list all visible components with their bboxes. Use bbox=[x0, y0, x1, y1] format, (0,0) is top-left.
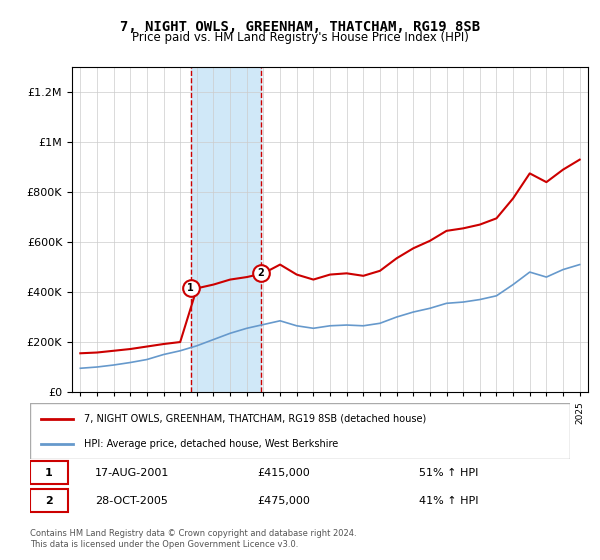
FancyBboxPatch shape bbox=[30, 489, 68, 512]
Text: 7, NIGHT OWLS, GREENHAM, THATCHAM, RG19 8SB (detached house): 7, NIGHT OWLS, GREENHAM, THATCHAM, RG19 … bbox=[84, 414, 426, 424]
Text: HPI: Average price, detached house, West Berkshire: HPI: Average price, detached house, West… bbox=[84, 438, 338, 449]
Text: 17-AUG-2001: 17-AUG-2001 bbox=[95, 468, 169, 478]
Text: 2: 2 bbox=[45, 496, 53, 506]
Text: 28-OCT-2005: 28-OCT-2005 bbox=[95, 496, 167, 506]
Text: 1: 1 bbox=[187, 283, 194, 293]
Text: 41% ↑ HPI: 41% ↑ HPI bbox=[419, 496, 478, 506]
Text: 7, NIGHT OWLS, GREENHAM, THATCHAM, RG19 8SB: 7, NIGHT OWLS, GREENHAM, THATCHAM, RG19 … bbox=[120, 20, 480, 34]
Bar bbox=[191, 67, 260, 392]
Text: Contains HM Land Registry data © Crown copyright and database right 2024.
This d: Contains HM Land Registry data © Crown c… bbox=[30, 529, 356, 549]
FancyBboxPatch shape bbox=[30, 403, 570, 459]
Text: 51% ↑ HPI: 51% ↑ HPI bbox=[419, 468, 478, 478]
Text: £415,000: £415,000 bbox=[257, 468, 310, 478]
Text: Price paid vs. HM Land Registry's House Price Index (HPI): Price paid vs. HM Land Registry's House … bbox=[131, 31, 469, 44]
Text: £475,000: £475,000 bbox=[257, 496, 310, 506]
FancyBboxPatch shape bbox=[30, 461, 68, 484]
Text: 1: 1 bbox=[45, 468, 53, 478]
Text: 2: 2 bbox=[257, 268, 264, 278]
